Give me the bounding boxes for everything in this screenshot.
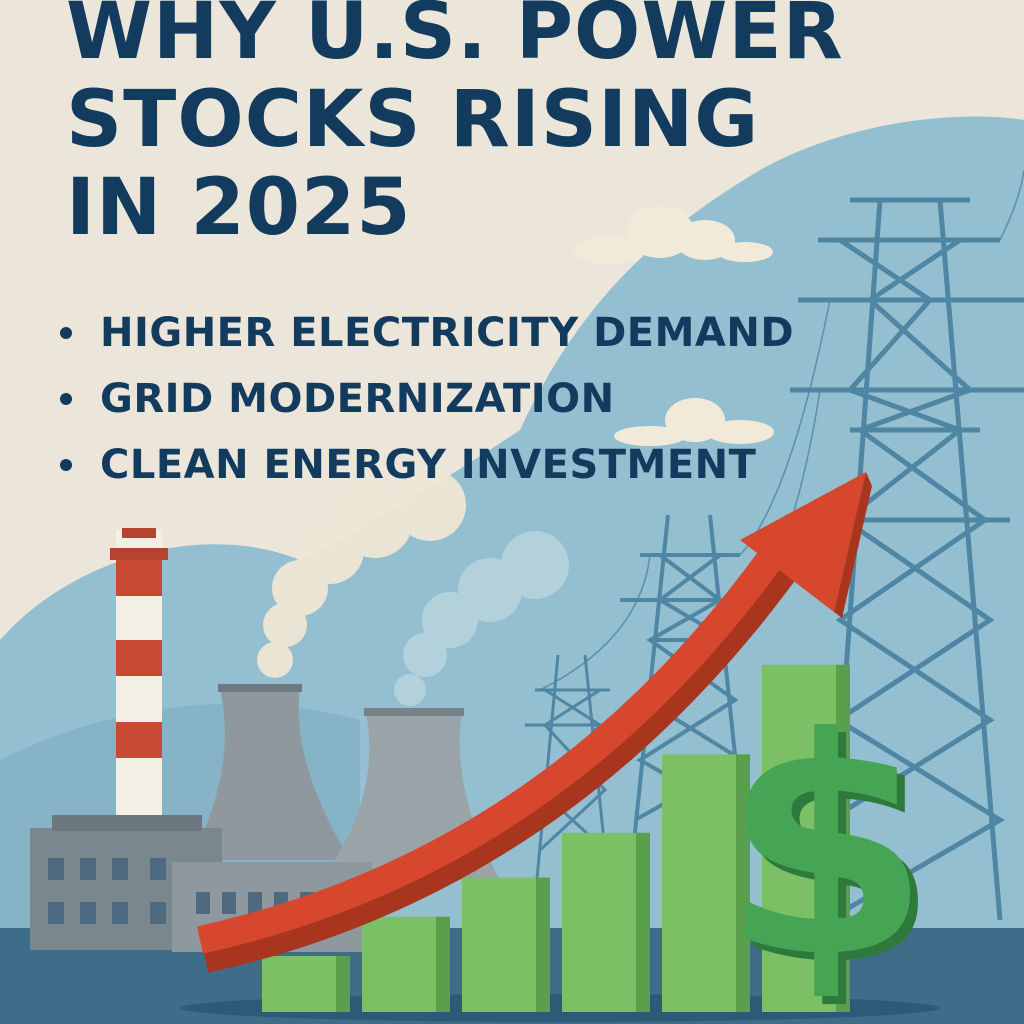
headline: WHY U.S. POWER STOCKS RISING IN 2025: [66, 0, 844, 252]
svg-text:$: $: [722, 674, 931, 1023]
bullet-icon: [60, 459, 72, 471]
chart-bar-shade: [636, 832, 650, 1012]
reason-item: CLEAN ENERGY INVESTMENT: [60, 432, 794, 498]
cloud: [574, 206, 773, 264]
headline-line-1: WHY U.S. POWER: [66, 0, 844, 77]
dollar-sign-icon: $ $: [722, 674, 939, 1024]
chart-bar-shade: [336, 956, 350, 1012]
chart-bar-shade: [836, 664, 850, 1012]
chart-bar: [462, 877, 550, 1012]
reason-item: HIGHER ELECTRICITY DEMAND: [60, 300, 794, 366]
cooling-tower: [190, 688, 350, 860]
reason-item: GRID MODERNIZATION: [60, 366, 794, 432]
chart-bar: [362, 916, 450, 1012]
reason-text: GRID MODERNIZATION: [100, 376, 615, 422]
reason-text: HIGHER ELECTRICITY DEMAND: [100, 310, 795, 356]
rising-bar-chart: [262, 664, 850, 1012]
chart-bar-shade: [736, 754, 750, 1012]
chart-bar-shade: [536, 877, 550, 1012]
chart-bar: [662, 754, 750, 1012]
chimney: [110, 528, 168, 815]
chart-bar: [562, 832, 650, 1012]
chart-bar: [762, 664, 850, 1012]
bullet-icon: [60, 393, 72, 405]
smoke-plume: [394, 531, 569, 706]
svg-text:$: $: [730, 682, 939, 1024]
rising-arrow-icon: [196, 472, 872, 973]
chart-bar-shade: [436, 916, 450, 1012]
reasons-list: HIGHER ELECTRICITY DEMAND GRID MODERNIZA…: [60, 300, 794, 498]
cloud: [614, 398, 774, 446]
chart-bar: [262, 956, 350, 1012]
reason-text: CLEAN ENERGY INVESTMENT: [100, 442, 757, 488]
headline-line-3: IN 2025: [66, 163, 412, 253]
power-plant-icon: [30, 528, 500, 952]
smoke-plume: [257, 469, 466, 678]
bullet-icon: [60, 327, 72, 339]
headline-line-2: STOCKS RISING: [66, 75, 760, 165]
